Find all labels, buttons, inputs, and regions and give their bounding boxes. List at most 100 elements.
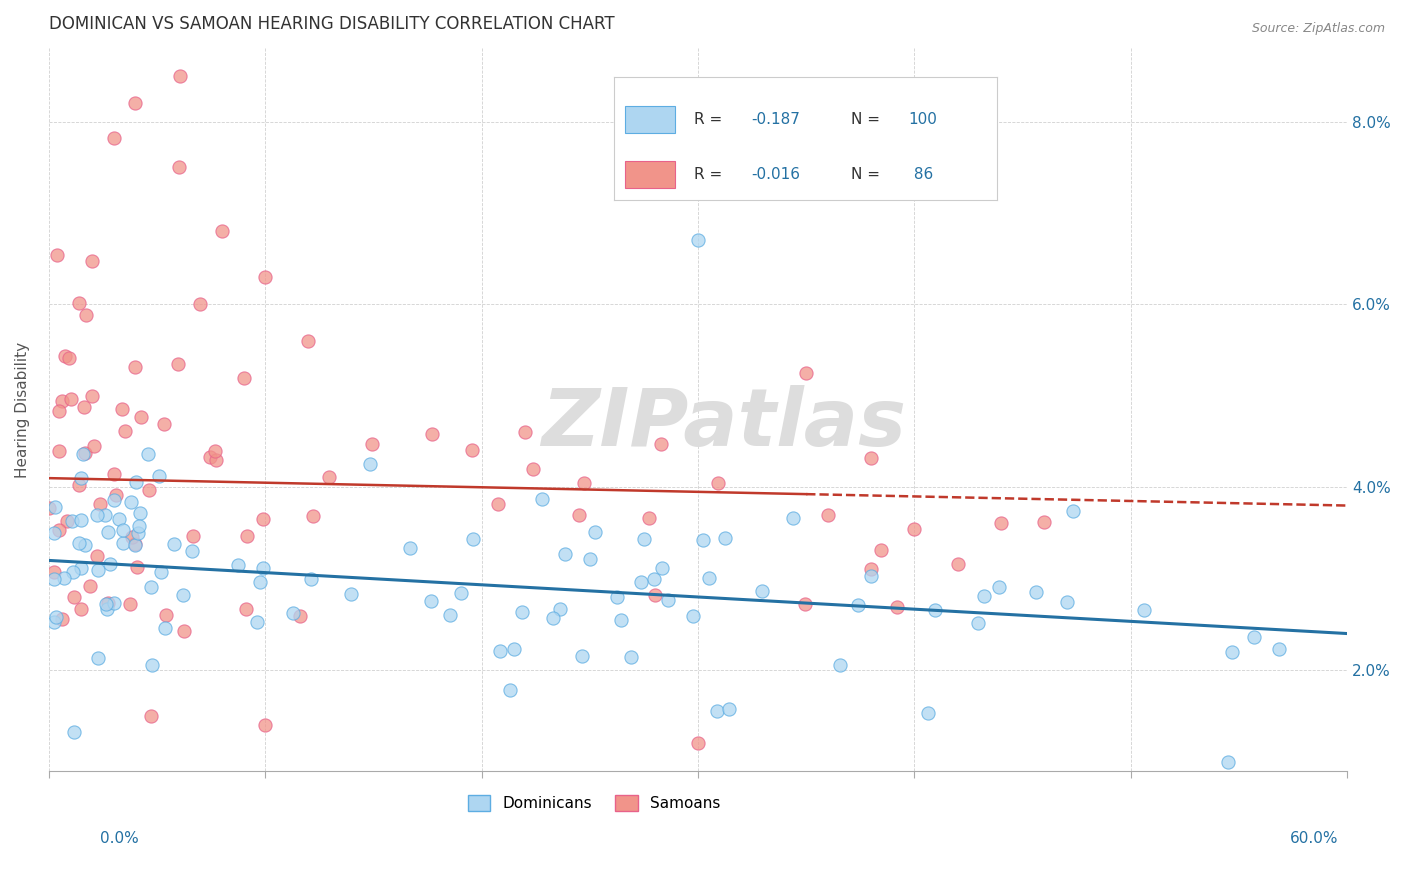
Point (686, 736, 709, 750)
Point (302, 508, 325, 523)
Point (103, 130, 125, 145)
Point (718, 702, 741, 716)
Point (817, 508, 839, 523)
Point (62, 565, 84, 579)
Point (97, 525, 120, 540)
Text: ZIPatlas: ZIPatlas (541, 385, 907, 463)
Point (180, 543, 202, 558)
Point (73, 538, 96, 552)
Point (697, 571, 720, 585)
Point (183, 529, 205, 543)
Point (67, 296, 90, 310)
Point (120, 597, 142, 611)
Point (141, 708, 163, 723)
Point (1220, 645, 1243, 659)
Point (619, 650, 641, 665)
Point (86, 651, 108, 665)
Point (52, 571, 75, 585)
Point (513, 425, 536, 440)
Point (1033, 515, 1056, 529)
Point (860, 568, 883, 582)
Point (692, 533, 714, 547)
Point (583, 524, 606, 539)
Point (105, 488, 128, 502)
Point (89, 497, 111, 511)
Point (72, 447, 94, 461)
Point (44, 500, 66, 514)
Text: 0.0%: 0.0% (100, 831, 139, 846)
Point (80, 389, 103, 403)
Point (1218, 755, 1240, 769)
Point (103, 596, 125, 610)
Point (946, 557, 969, 571)
Point (254, 270, 277, 285)
Point (169, 69, 191, 83)
Point (150, 565, 173, 579)
Point (522, 462, 544, 476)
Point (155, 607, 177, 622)
Point (87, 563, 110, 577)
Point (103, 492, 125, 507)
Point (204, 444, 226, 458)
Point (541, 611, 564, 625)
Point (439, 608, 461, 623)
Point (51, 612, 73, 626)
Y-axis label: Hearing Disability: Hearing Disability (15, 342, 30, 477)
Point (114, 424, 136, 438)
Point (42, 615, 65, 629)
Point (80, 254, 103, 268)
Point (399, 541, 422, 556)
Point (51, 394, 73, 409)
Point (252, 511, 274, 525)
Point (531, 491, 554, 506)
Point (167, 161, 190, 175)
Point (571, 648, 593, 663)
Point (461, 442, 484, 457)
Point (461, 533, 484, 547)
Point (124, 96, 146, 111)
Point (121, 530, 143, 544)
Point (125, 475, 148, 490)
Point (111, 523, 134, 537)
Point (488, 643, 510, 657)
Point (48, 444, 70, 458)
Point (124, 359, 146, 374)
Point (211, 224, 233, 238)
Point (1025, 585, 1047, 599)
Point (420, 427, 443, 442)
Point (643, 572, 665, 586)
Point (751, 584, 773, 599)
Point (162, 536, 184, 550)
Point (630, 575, 652, 590)
Point (153, 417, 176, 432)
Point (794, 597, 817, 611)
Point (638, 510, 661, 524)
Point (48, 404, 70, 418)
Point (38, 500, 60, 515)
Point (860, 562, 883, 576)
Point (139, 580, 162, 594)
Legend: Dominicans, Samoans: Dominicans, Samoans (461, 789, 727, 817)
Point (235, 529, 257, 543)
Point (125, 559, 148, 574)
Point (246, 615, 269, 630)
Point (58, 351, 80, 365)
Point (359, 457, 381, 471)
Point (73, 446, 96, 460)
Point (650, 437, 672, 451)
Point (173, 624, 195, 639)
Point (830, 658, 852, 673)
Point (568, 508, 591, 522)
Point (290, 609, 312, 624)
Point (128, 506, 150, 520)
Point (869, 543, 891, 558)
Point (297, 334, 319, 348)
Point (46, 248, 69, 262)
Point (70, 561, 93, 575)
Point (120, 494, 142, 508)
Point (486, 497, 509, 511)
Point (633, 532, 655, 546)
Point (70, 513, 93, 527)
Point (166, 357, 188, 371)
Point (48, 523, 70, 537)
